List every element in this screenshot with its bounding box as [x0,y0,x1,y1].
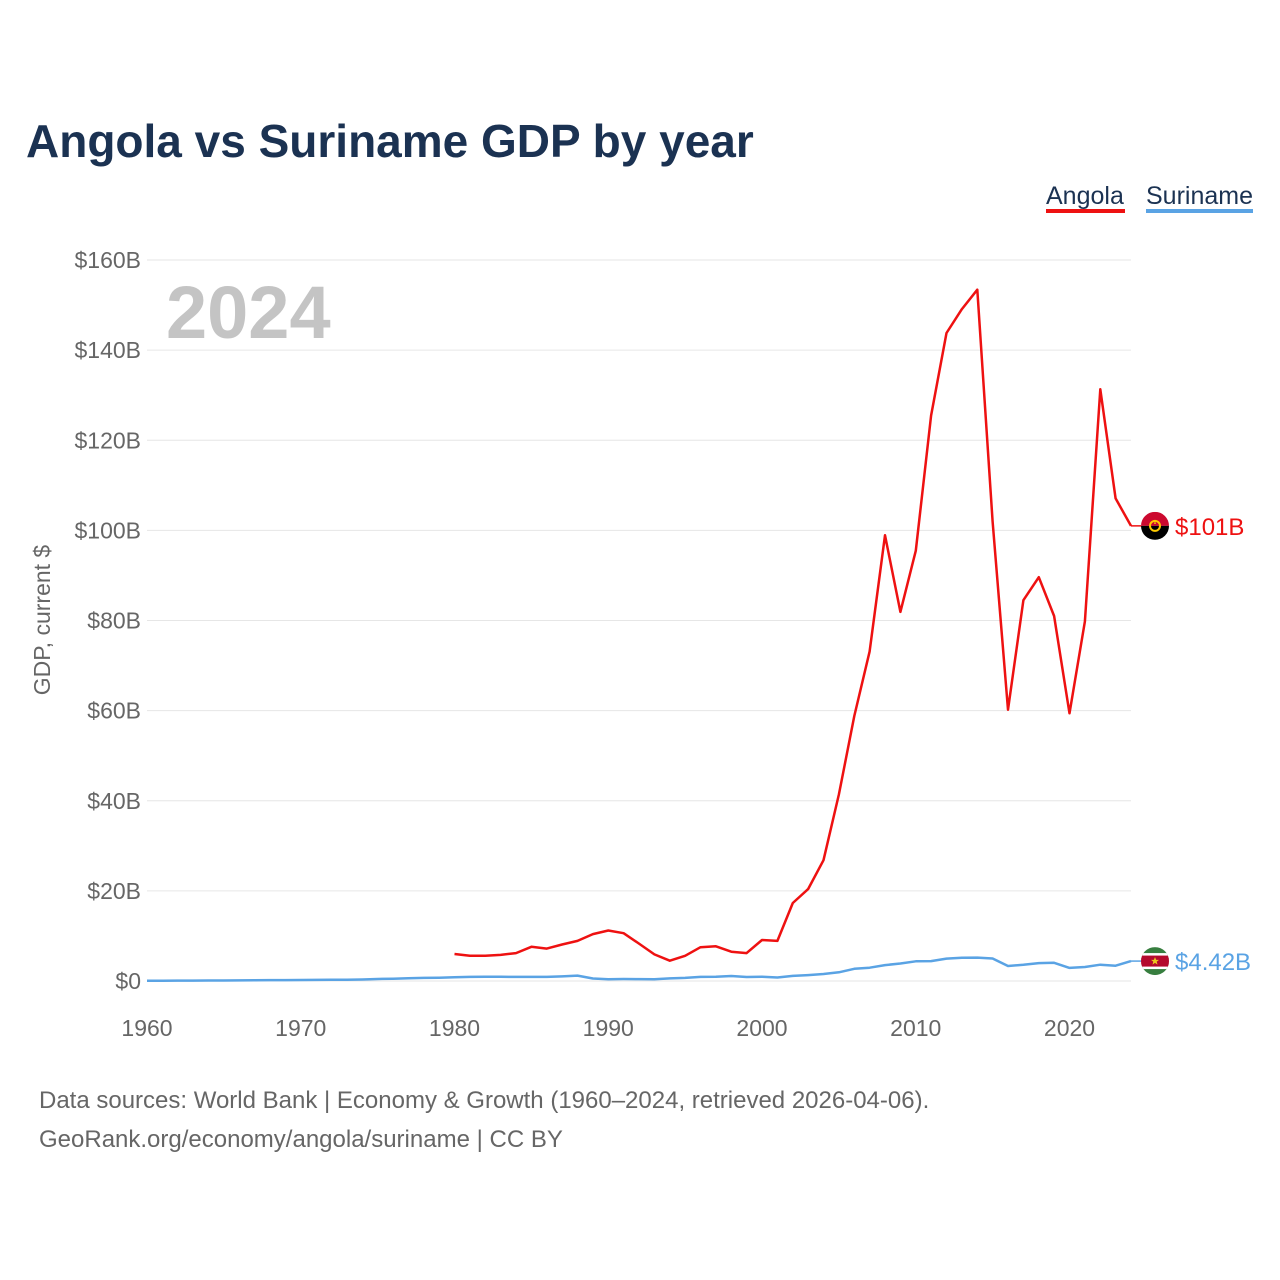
x-tick-label: 1960 [121,1015,172,1041]
series-line-suriname[interactable] [147,956,1132,982]
legend-item-suriname[interactable]: Suriname [1146,182,1253,213]
y-tick-label: $60B [87,698,141,724]
y-axis-title: GDP, current $ [29,545,55,696]
gridlines [147,259,1131,982]
end-label-angola: $101B [1175,514,1244,541]
series-line-angola[interactable] [454,288,1133,962]
y-tick-label: $100B [74,517,141,543]
legend-item-angola[interactable]: Angola [1046,182,1125,213]
y-axis-ticks: $0 $20B $40B $60B $80B $100B $120B $140B $160B [74,247,141,994]
x-tick-label: 2000 [736,1015,787,1041]
y-tick-label: $20B [87,878,141,904]
year-watermark: 2024 [166,271,331,354]
end-labels: $101B $4.42B [1141,511,1251,976]
x-tick-label: 2020 [1044,1015,1095,1041]
y-tick-label: $140B [74,337,141,363]
legend-swatch-suriname [1146,209,1253,213]
x-axis-ticks: 1960 1970 1980 1990 2000 2010 2020 [121,1015,1095,1041]
legend-swatch-angola [1046,209,1125,213]
y-tick-label: $40B [87,788,141,814]
x-tick-label: 1980 [429,1015,480,1041]
angola-flag-icon [1141,511,1169,540]
chart-title: Angola vs Suriname GDP by year [26,115,754,167]
x-tick-label: 1970 [275,1015,326,1041]
footer-sources: Data sources: World Bank | Economy & Gro… [39,1087,929,1114]
x-tick-label: 1990 [583,1015,634,1041]
legend-label-suriname: Suriname [1146,182,1253,210]
y-tick-label: $120B [74,427,141,453]
end-label-suriname: $4.42B [1175,949,1251,976]
y-tick-label: $80B [87,608,141,634]
suriname-flag-icon [1141,947,1169,976]
legend: Angola Suriname [1046,182,1253,213]
x-tick-label: 2010 [890,1015,941,1041]
y-tick-label: $160B [74,247,141,273]
footer-credit[interactable]: GeoRank.org/economy/angola/suriname | CC… [39,1126,563,1153]
series-lines [147,288,1141,982]
legend-label-angola: Angola [1046,182,1124,210]
y-tick-label: $0 [115,968,141,994]
